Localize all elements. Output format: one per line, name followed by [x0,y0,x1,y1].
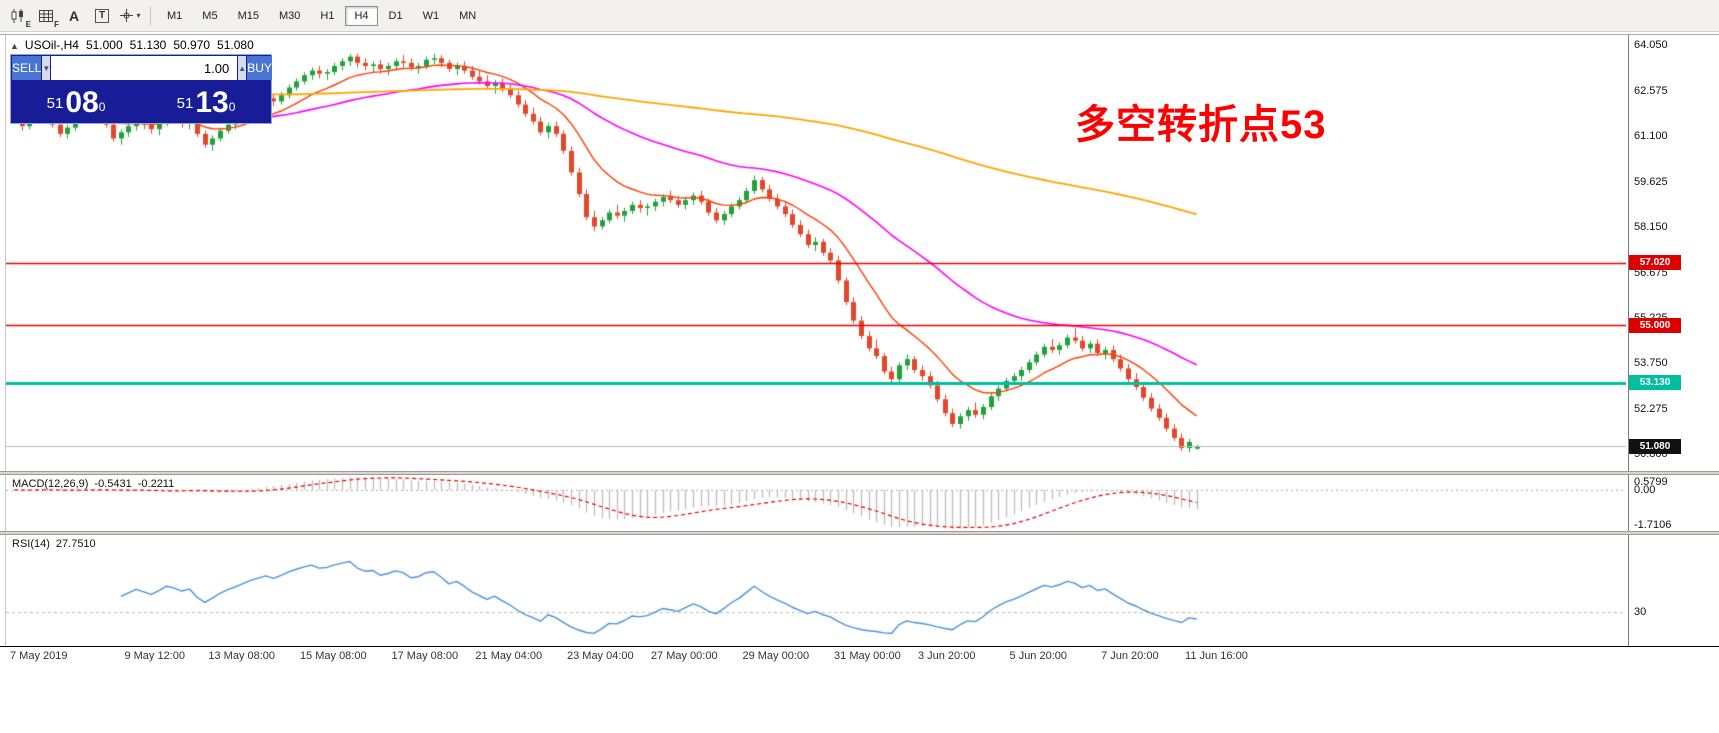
timeframe-M15[interactable]: M15 [237,9,259,22]
rsi-value: 27.7510 [55,538,96,550]
toolbar: E F A T ▾ M1 M5 M15 M30 H1 [0,0,1719,32]
toolbar-separator [150,5,151,26]
price-chart-canvas[interactable] [6,36,1626,470]
macd-main-value: -0.5431 [94,478,132,490]
timeframe-M5[interactable]: M5 [202,9,218,22]
textbox-icon[interactable]: T [89,4,115,28]
icon-badge-f: F [54,19,59,29]
volume-input[interactable] [51,56,238,80]
sell-price-sup: 0 [98,100,106,114]
time-label: 23 May 04:00 [566,650,634,662]
price-tick: 59.625 [1634,175,1668,188]
macd-canvas[interactable] [6,475,1626,531]
price-tick: 62.575 [1634,84,1668,97]
price-tick: 52.275 [1634,402,1668,415]
rsi-canvas[interactable] [6,535,1626,645]
time-axis-border [0,646,1719,647]
rsi-axis-label: 30 [1634,606,1647,618]
panel-splitter-rsi[interactable] [0,531,1719,535]
timeframe-H1[interactable]: H1 [320,9,335,22]
time-label: 11 Jun 16:00 [1185,650,1248,662]
timeframe-M1[interactable]: M1 [167,9,183,22]
timeframe-M30[interactable]: M30 [278,9,301,22]
rsi-name: RSI(14) [12,538,50,550]
timeframe-D1[interactable]: D1 [388,9,403,22]
price-tag: 55.000 [1629,317,1681,333]
time-label: 27 May 00:00 [650,650,718,662]
crosshair-icon[interactable]: ▾ [117,4,143,28]
ohlc-low: 50.970 [173,38,211,52]
macd-signal-value: -0.2211 [137,478,175,490]
price-tick: 61.100 [1634,130,1668,143]
price-tick: 64.050 [1634,39,1668,52]
time-label: 15 May 08:00 [299,650,367,662]
panel-splitter-macd[interactable] [0,471,1719,475]
time-label: 9 May 12:00 [124,650,185,662]
price-tick: 53.750 [1634,357,1668,370]
macd-label: MACD(12,26,9) -0.5431 -0.2211 [12,478,180,490]
grid-icon[interactable]: F [33,4,59,29]
time-label: 5 Jun 20:00 [1009,650,1068,662]
volume-decrease-button[interactable]: ▼ [42,56,51,80]
macd-axis-label: -1.7106 [1634,519,1672,531]
price-tag: 51.080 [1629,438,1681,454]
price-tag: 57.020 [1629,255,1681,271]
sell-button[interactable]: SELL [12,56,42,80]
ohlc-close: 51.080 [217,38,254,52]
chart-left-border [5,35,6,647]
timeframe-buttons: M1 M5 M15 M30 H1 H4 D1 W1 MN [157,5,486,26]
time-label: 21 May 04:00 [475,650,543,662]
trade-panel: SELL ▼ ▲ BUY 51 08 0 51 13 0 [10,54,272,124]
buy-price-sup: 0 [228,100,236,114]
symbol-name: USOil-,H4 [24,38,79,52]
time-label: 17 May 08:00 [391,650,459,662]
sell-price-big: 08 [65,86,99,119]
buy-price-display[interactable]: 51 13 0 [141,81,271,125]
macd-axis-label: 0.5799 [1634,476,1668,488]
collapse-trade-panel-button[interactable]: ▲ [10,41,19,51]
annotation-text: 多空转折点53 [1075,103,1327,147]
timeframe-H4[interactable]: H4 [345,5,378,26]
chevron-down-icon: ▾ [136,11,141,20]
buy-button[interactable]: BUY [247,56,272,80]
symbol-header: ▲ USOil-,H4 51.000 51.130 50.970 51.080 [10,38,254,52]
candlestick-chart-icon[interactable]: E [5,4,31,29]
ohlc-open: 51.000 [85,38,123,52]
time-label: 31 May 00:00 [834,650,901,662]
rsi-label: RSI(14) 27.7510 [12,538,102,550]
buy-price-base: 51 [176,94,194,112]
timeframe-MN[interactable]: MN [459,9,477,22]
axis-separator-line [1628,35,1629,647]
time-label: 3 Jun 20:00 [917,650,976,662]
icon-badge-e: E [25,19,31,29]
ohlc-high: 51.130 [129,38,167,52]
time-label: 7 May 2019 [10,650,68,662]
sell-price-display[interactable]: 51 08 0 [11,81,141,125]
buy-price-big: 13 [195,86,229,119]
time-label: 13 May 08:00 [208,650,276,662]
volume-increase-button[interactable]: ▲ [238,56,247,80]
macd-name: MACD(12,26,9) [12,478,89,490]
text-label-icon[interactable]: A [68,7,80,24]
price-tag: 53.130 [1629,375,1681,391]
time-label: 29 May 00:00 [742,650,810,662]
chart-top-border [0,34,1719,35]
time-label: 7 Jun 20:00 [1101,650,1159,662]
sell-price-base: 51 [46,94,64,112]
timeframe-W1[interactable]: W1 [422,9,440,22]
macd-axis-label: 0.00 [1634,483,1656,496]
price-tick: 58.150 [1634,221,1668,234]
